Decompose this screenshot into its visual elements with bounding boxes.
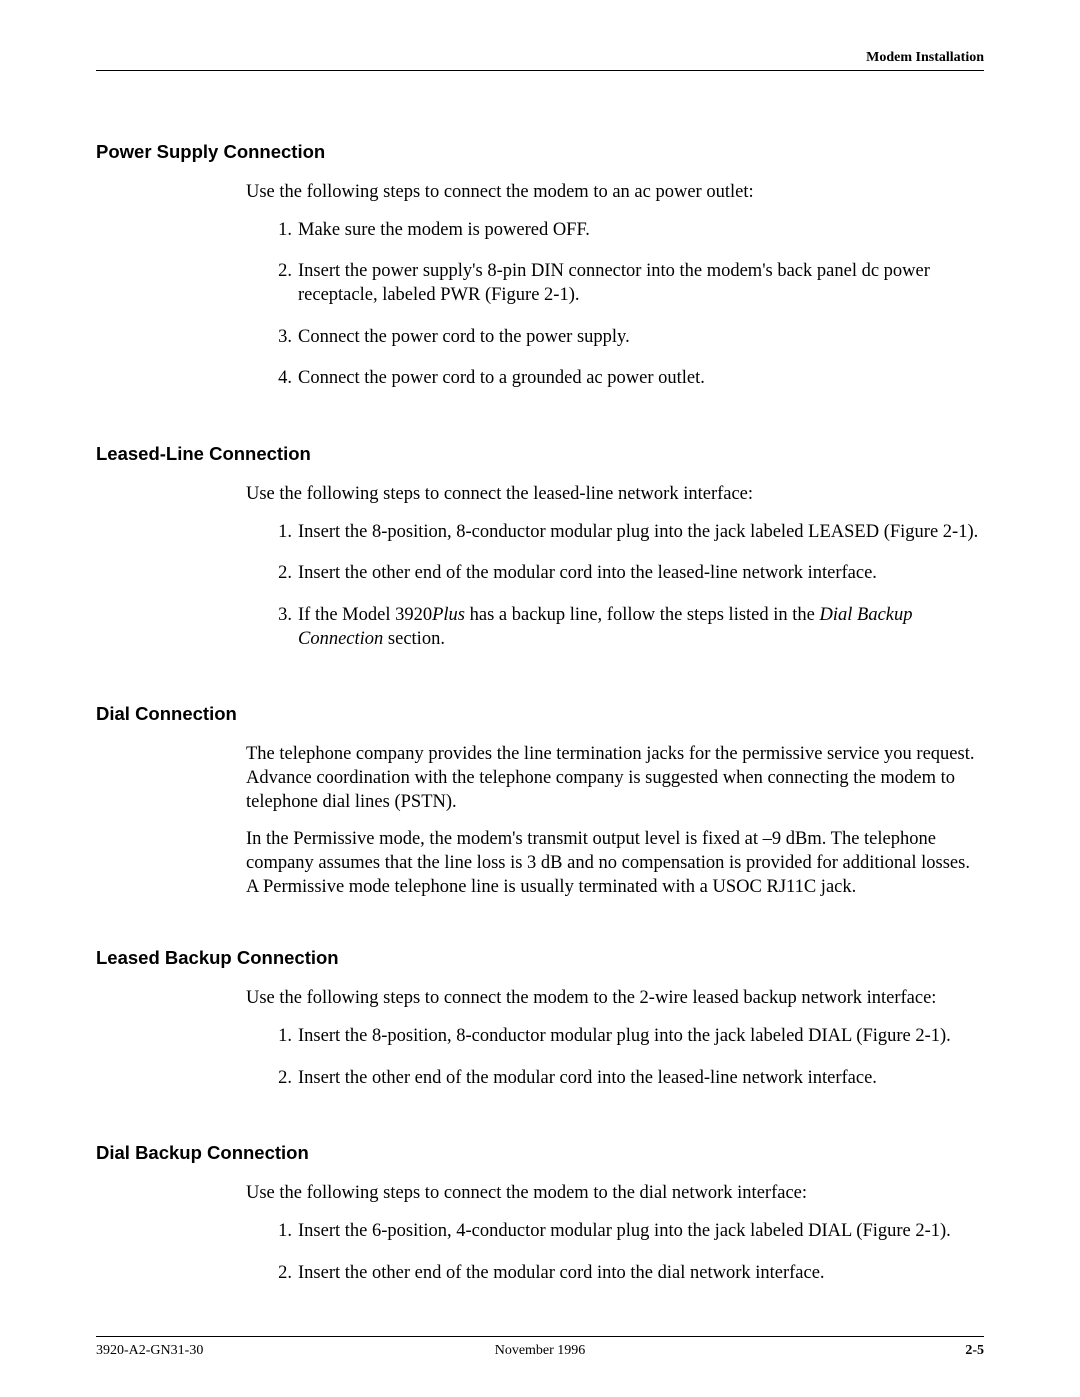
leased-step: If the Model 3920Plus has a backup line,…: [298, 604, 984, 651]
power-intro: Use the following steps to connect the m…: [246, 181, 984, 205]
running-header: Modem Installation: [96, 50, 984, 71]
page-footer: 3920-A2-GN31-30 November 1996 2-5: [96, 1336, 984, 1359]
heading-dial-backup: Dial Backup Connection: [96, 1142, 984, 1164]
dial-backup-steps: Insert the 6-position, 4-conductor modul…: [246, 1220, 984, 1285]
section-power-body: Use the following steps to connect the m…: [246, 181, 984, 391]
leased-step: Insert the 8-position, 8-conductor modul…: [298, 521, 984, 545]
dial-backup-step: Insert the 6-position, 4-conductor modul…: [298, 1220, 984, 1244]
dial-para2: In the Permissive mode, the modem's tran…: [246, 828, 984, 899]
power-steps: Make sure the modem is powered OFF. Inse…: [246, 219, 984, 391]
dial-backup-step: Insert the other end of the modular cord…: [298, 1262, 984, 1286]
footer-page-number: 2-5: [965, 1343, 984, 1359]
leased-backup-step: Insert the other end of the modular cord…: [298, 1067, 984, 1091]
power-step: Insert the power supply's 8-pin DIN conn…: [298, 260, 984, 307]
step3-plus: Plus: [432, 605, 465, 625]
step3-part-b: has a backup line, follow the steps list…: [465, 605, 820, 625]
power-step: Connect the power cord to the power supp…: [298, 326, 984, 350]
power-step: Connect the power cord to a grounded ac …: [298, 367, 984, 391]
leased-step: Insert the other end of the modular cord…: [298, 562, 984, 586]
section-dial-backup-body: Use the following steps to connect the m…: [246, 1182, 984, 1285]
dial-backup-intro: Use the following steps to connect the m…: [246, 1182, 984, 1206]
section-leased-body: Use the following steps to connect the l…: [246, 483, 984, 651]
leased-intro: Use the following steps to connect the l…: [246, 483, 984, 507]
section-dial-body: The telephone company provides the line …: [246, 743, 984, 899]
leased-backup-step: Insert the 8-position, 8-conductor modul…: [298, 1025, 984, 1049]
footer-doc-number: 3920-A2-GN31-30: [96, 1343, 203, 1359]
section-leased-backup-body: Use the following steps to connect the m…: [246, 987, 984, 1090]
heading-leased-backup: Leased Backup Connection: [96, 947, 984, 969]
leased-steps: Insert the 8-position, 8-conductor modul…: [246, 521, 984, 652]
power-step: Make sure the modem is powered OFF.: [298, 219, 984, 243]
heading-leased-line: Leased-Line Connection: [96, 443, 984, 465]
leased-backup-steps: Insert the 8-position, 8-conductor modul…: [246, 1025, 984, 1090]
step3-part-a: If the Model 3920: [298, 605, 432, 625]
leased-backup-intro: Use the following steps to connect the m…: [246, 987, 984, 1011]
step3-part-c: section.: [383, 629, 445, 649]
heading-power-supply: Power Supply Connection: [96, 141, 984, 163]
heading-dial: Dial Connection: [96, 703, 984, 725]
document-page: Modem Installation Power Supply Connecti…: [0, 0, 1080, 1397]
dial-para1: The telephone company provides the line …: [246, 743, 984, 814]
footer-date: November 1996: [96, 1343, 984, 1359]
